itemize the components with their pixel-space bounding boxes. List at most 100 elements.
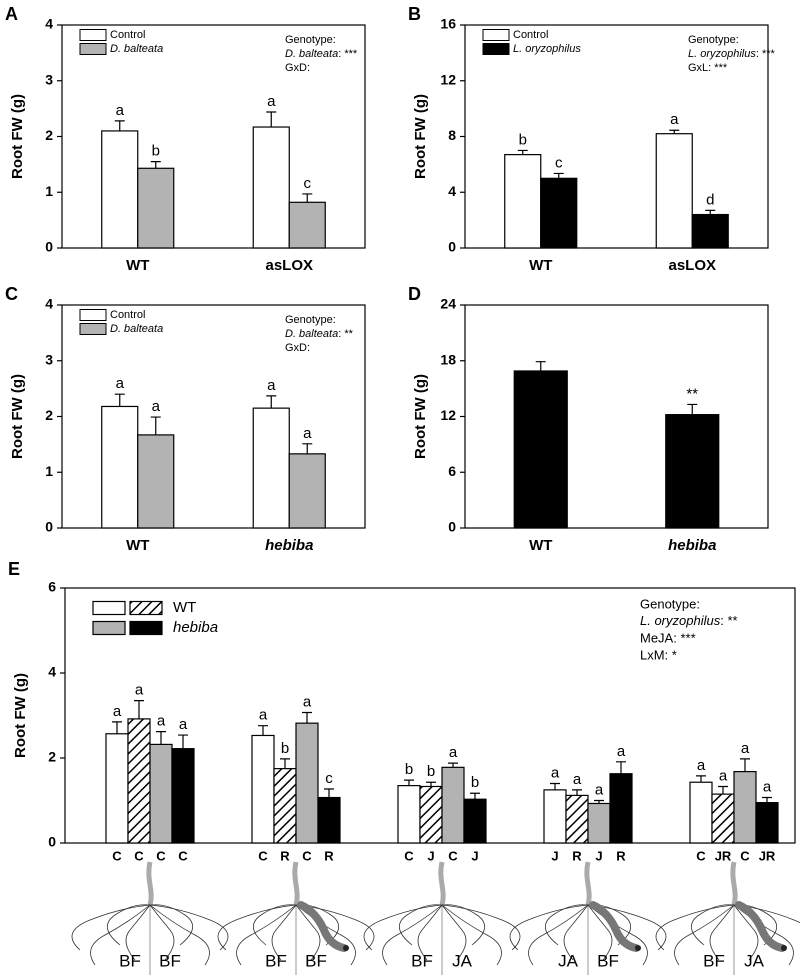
legend-label: hebiba — [173, 619, 218, 636]
root — [733, 904, 800, 924]
error-bar — [258, 725, 268, 736]
error-bar — [404, 779, 414, 786]
root — [545, 904, 589, 946]
significance-letter: a — [551, 764, 560, 781]
panel-label: D — [408, 284, 421, 304]
bar — [137, 167, 175, 249]
root — [509, 904, 589, 951]
root — [441, 904, 521, 951]
y-axis-label: Root FW (g) — [412, 374, 429, 459]
significance-letter: b — [519, 131, 527, 148]
annotation: L. oryzophilus: *** — [688, 48, 776, 60]
y-tick-label: 6 — [448, 463, 456, 479]
significance-letter: a — [303, 425, 312, 442]
bar — [252, 407, 290, 529]
plot-frame — [464, 304, 769, 529]
significance-letter: a — [135, 682, 144, 699]
root — [271, 904, 297, 961]
error-bar — [594, 799, 604, 804]
error-bar — [324, 788, 334, 798]
bar — [565, 794, 589, 844]
bar — [755, 802, 779, 844]
root — [382, 904, 443, 966]
root — [528, 904, 589, 966]
bar — [513, 370, 568, 529]
error-bar — [156, 731, 166, 745]
legend-label: D. balteata — [110, 43, 163, 55]
bar — [101, 405, 139, 529]
root — [417, 904, 443, 961]
error-bar — [517, 149, 528, 155]
bar — [105, 733, 129, 844]
significance-letter: a — [116, 102, 125, 119]
error-bar — [302, 711, 312, 724]
root — [107, 904, 151, 946]
treatment-label: BF — [265, 951, 287, 970]
larva — [297, 901, 348, 952]
root — [149, 904, 210, 966]
y-tick-label: 0 — [448, 239, 456, 255]
bar — [543, 789, 567, 844]
x-category-label: WT — [126, 537, 149, 554]
significance-letter: d — [706, 191, 714, 208]
bar — [397, 785, 421, 844]
bar — [149, 743, 173, 844]
treatment-label: BF — [597, 951, 619, 970]
root — [655, 904, 735, 951]
x-tick-label: J — [595, 848, 602, 863]
root — [217, 904, 297, 951]
annotation: GxD: — [285, 62, 310, 74]
legend-label: Control — [513, 29, 548, 41]
shoot — [584, 861, 592, 906]
root — [295, 904, 321, 961]
root — [674, 904, 735, 966]
x-category-label: hebiba — [668, 537, 716, 554]
root — [587, 904, 613, 961]
bar — [441, 766, 465, 844]
root — [563, 904, 589, 961]
plant-illustration — [363, 861, 521, 975]
bar — [463, 798, 487, 844]
bar — [540, 177, 578, 249]
significance-letter: b — [471, 774, 479, 791]
x-tick-label: C — [258, 848, 268, 863]
y-tick-label: 1 — [45, 183, 53, 199]
x-category-label: asLOX — [668, 257, 716, 274]
annotation: Genotype: — [285, 314, 336, 326]
annotation-species: D. balteata — [285, 48, 338, 60]
larva-head — [635, 945, 641, 951]
legend-swatch — [92, 620, 126, 636]
plant-illustration — [217, 861, 375, 975]
error-bar — [134, 700, 144, 719]
significance-letter: a — [719, 767, 728, 784]
x-tick-label: JR — [759, 848, 776, 863]
x-category-label: asLOX — [265, 257, 313, 274]
annotation: D. balteata: ** — [285, 328, 354, 340]
x-tick-label: C — [112, 848, 122, 863]
error-bar — [266, 395, 277, 409]
shoot — [730, 861, 738, 906]
annotation: L. oryzophilus: ** — [640, 613, 738, 628]
y-tick-label: 4 — [45, 16, 53, 32]
y-tick-label: 24 — [440, 296, 456, 312]
legend-label: L. oryzophilus — [513, 43, 581, 55]
treatment-label: JA — [452, 951, 473, 970]
root — [236, 904, 297, 966]
treatment-label: JA — [744, 951, 765, 970]
root — [253, 904, 297, 946]
bar — [273, 768, 297, 844]
larva-head — [781, 945, 787, 951]
annotation-species: L. oryzophilus — [640, 613, 721, 628]
significance-letter: a — [267, 377, 276, 394]
error-bar — [550, 782, 560, 790]
bar — [288, 453, 326, 529]
y-tick-label: 0 — [448, 519, 456, 535]
panel-label: E — [8, 559, 20, 579]
treatment-label: BF — [159, 951, 181, 970]
legend-swatch — [79, 309, 107, 321]
significance-letter: b — [152, 143, 160, 160]
x-category-label: hebiba — [265, 537, 313, 554]
y-axis-label: Root FW (g) — [9, 374, 26, 459]
treatment-label: JA — [558, 951, 579, 970]
root — [441, 904, 485, 946]
